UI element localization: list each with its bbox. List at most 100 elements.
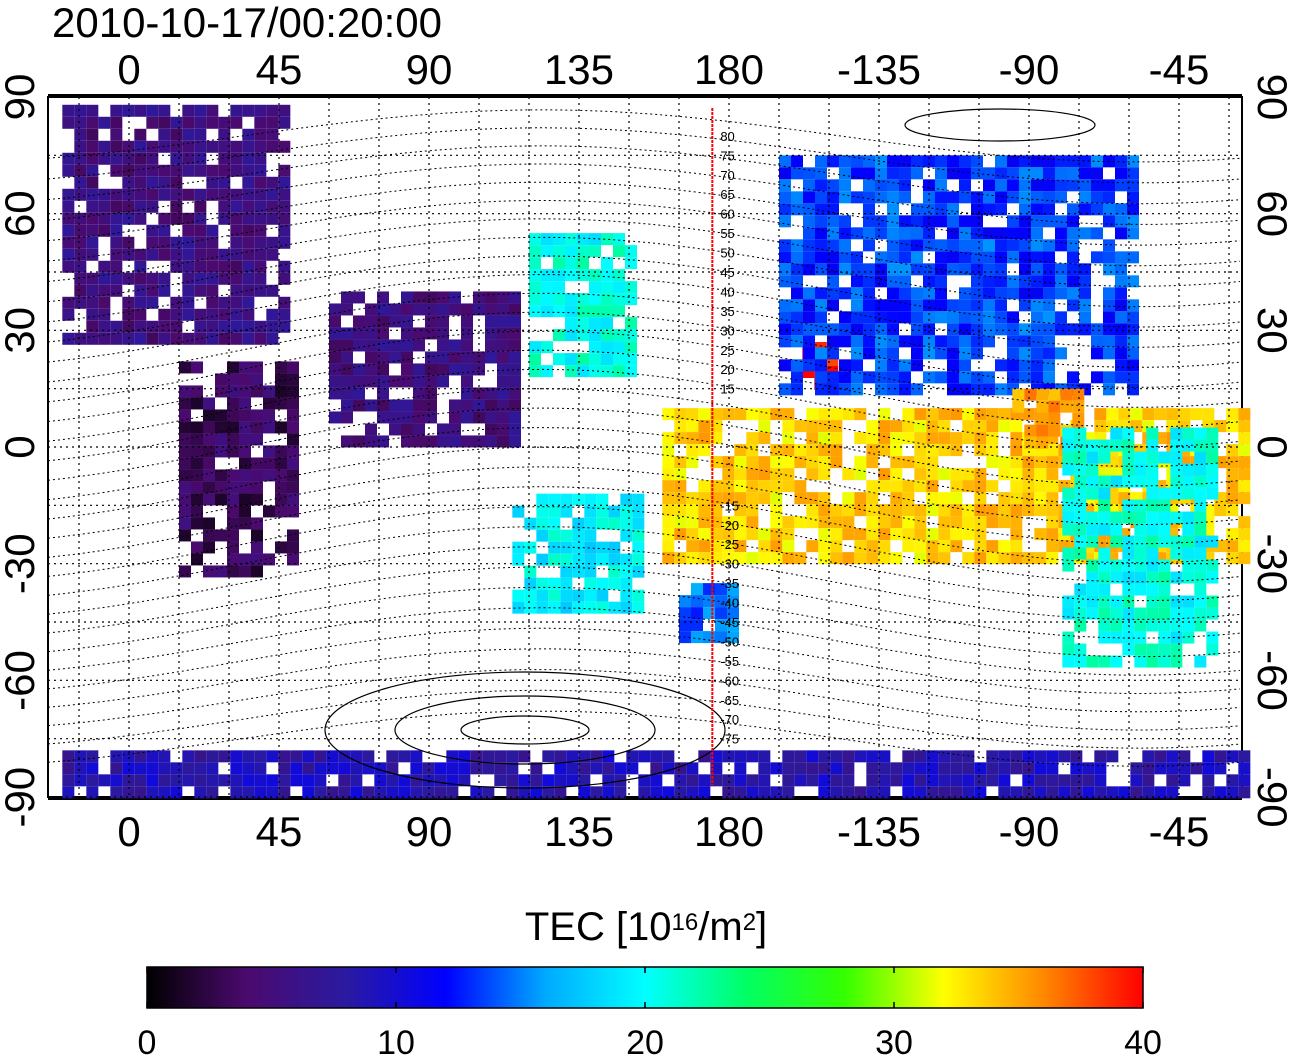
tec-cell [182,140,195,153]
tec-cell [746,786,759,799]
tec-cell [1034,552,1047,565]
tec-cell [1182,523,1195,536]
tec-cell [449,291,461,304]
tec-cell [1178,750,1191,763]
tec-cell [230,248,243,261]
tec-cell [1127,299,1139,312]
tec-cell [314,774,327,787]
tec-cell [589,245,601,258]
tec-cell [863,203,875,216]
tec-cell [194,762,207,775]
tec-cell [590,786,603,799]
tec-cell [878,408,891,421]
tec-cell [842,492,855,505]
tec-cell [86,750,99,763]
tec-cell [242,762,255,775]
tec-cell [227,505,239,518]
tec-cell [875,227,887,240]
tec-cell [509,339,521,352]
tec-cell [1067,227,1079,240]
tec-cell [254,786,267,799]
tec-cell [74,272,87,285]
tec-cell [830,750,843,763]
tec-cell [794,492,807,505]
tec-cell [779,215,791,228]
tec-cell [86,762,99,775]
tec-cell [1170,475,1183,488]
tec-cell [1043,155,1055,168]
tec-cell [923,155,935,168]
tec-cell [806,492,819,505]
tec-cell [1115,299,1127,312]
tec-cell [863,299,875,312]
tec-cell [1130,408,1143,421]
tec-cell [770,516,783,529]
tec-cell [86,774,99,787]
tec-cell [1190,762,1203,775]
tec-cell [62,212,75,225]
tec-cell [947,335,959,348]
tec-cell [389,411,401,424]
tec-cell [302,762,315,775]
tec-cell [1062,427,1075,440]
tec-cell [134,786,147,799]
tec-cell [662,408,675,421]
tec-cell [887,167,899,180]
tec-cell [1115,215,1127,228]
tec-cell [1122,643,1135,656]
tec-cell [899,311,911,324]
tec-cell [971,227,983,240]
tec-cell [86,224,99,237]
tec-cell [1074,451,1087,464]
tec-cell [227,541,239,554]
tec-cell [242,308,255,321]
tec-cell [1127,203,1139,216]
tec-cell [1010,456,1023,469]
tec-cell [914,516,927,529]
tec-cell [350,774,363,787]
tec-cell [1238,492,1251,505]
tec-cell [425,291,437,304]
polar-contour [324,671,726,789]
tec-cell [995,383,1007,396]
tec-cell [134,308,147,321]
tec-cell [601,341,613,354]
tec-cell [1206,487,1219,500]
tec-cell [947,155,959,168]
tec-cell [851,371,863,384]
tec-cell [194,272,207,285]
tec-cell [254,762,267,775]
tec-cell [734,762,747,775]
top-lon-tick: 45 [256,46,303,93]
tec-cell [686,408,699,421]
tec-cell [1103,287,1115,300]
tec-cell [650,786,663,799]
tec-cell [275,385,287,398]
tec-cell [662,786,675,799]
tec-cell [926,774,939,787]
tec-cell [1194,511,1207,524]
tec-cell [1098,619,1111,632]
tec-cell [926,444,939,457]
tec-cell [1079,263,1091,276]
magnetic-contour [47,292,1241,368]
right-lat-tick: 60 [1249,190,1292,237]
tec-cell [779,335,791,348]
tec-cell [254,332,267,345]
tec-cell [887,275,899,288]
tec-cell [230,212,243,225]
tec-cell [437,339,449,352]
tec-cell [62,260,75,273]
tec-cell [1110,559,1123,572]
tec-cell [851,275,863,288]
tec-cell [632,589,645,602]
tec-cell [542,786,555,799]
tec-cell [959,251,971,264]
tec-cell [959,179,971,192]
tec-cell [565,353,577,366]
tec-cell [134,200,147,213]
tec-cell [758,528,771,541]
tec-cell [1079,323,1091,336]
tec-cell [572,601,585,614]
tec-cell [698,786,711,799]
